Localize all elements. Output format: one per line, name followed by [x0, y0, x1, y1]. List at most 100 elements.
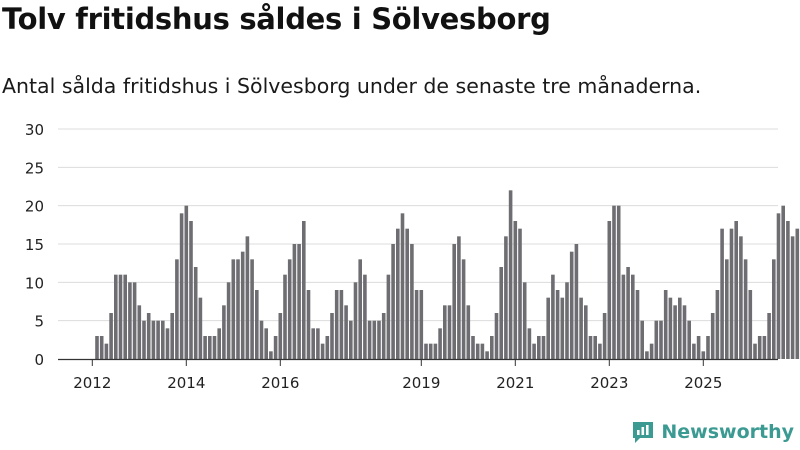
bar: [391, 244, 395, 359]
y-tick-label: 30: [25, 121, 44, 139]
y-tick-label: 20: [25, 198, 44, 216]
bar: [226, 282, 231, 359]
bar: [353, 282, 358, 359]
bar: [532, 343, 536, 359]
bar: [438, 328, 442, 359]
bar: [748, 290, 753, 359]
bar: [471, 336, 475, 359]
bar: [142, 320, 146, 359]
bar: [480, 343, 485, 359]
bar: [654, 320, 659, 359]
bar: [259, 320, 264, 359]
x-tick-label: 2025: [684, 374, 722, 392]
bar: [297, 244, 301, 359]
bar: [283, 274, 287, 359]
bar: [663, 290, 668, 359]
bar: [236, 259, 240, 359]
bar: [485, 351, 489, 359]
bar: [278, 313, 283, 359]
bar: [349, 320, 353, 359]
bar: [222, 305, 226, 359]
y-tick-label: 15: [25, 236, 44, 254]
bar: [161, 320, 165, 359]
bar: [522, 282, 527, 359]
bar: [245, 236, 250, 359]
bar: [311, 328, 315, 359]
bar: [725, 259, 729, 359]
bar: [114, 274, 118, 359]
bar: [306, 290, 311, 359]
bar: [175, 259, 179, 359]
bar: [682, 305, 687, 359]
bar: [396, 228, 400, 359]
chart-title: Tolv fritidshus såldes i Sölvesborg: [2, 2, 551, 36]
bar: [344, 305, 348, 359]
bar: [546, 297, 550, 359]
bar: [240, 251, 245, 359]
chart-subtitle: Antal sålda fritidshus i Sölvesborg unde…: [2, 74, 702, 98]
bar: [410, 244, 414, 359]
bar: [212, 336, 217, 359]
bar: [729, 228, 734, 359]
bar: [287, 259, 292, 359]
bar: [217, 328, 221, 359]
bar: [706, 336, 710, 359]
bar: [99, 336, 104, 359]
x-tick-label: 2016: [261, 374, 299, 392]
bar: [128, 282, 132, 359]
bar: [739, 236, 743, 359]
bar: [537, 336, 541, 359]
bar: [414, 290, 419, 359]
bar: [795, 228, 800, 359]
bar: [461, 259, 466, 359]
bar: [302, 221, 306, 359]
bar: [184, 205, 189, 359]
bar: [475, 343, 480, 359]
bar: [386, 274, 391, 359]
bar: [786, 221, 790, 359]
bar: [710, 313, 715, 359]
bar: [767, 313, 771, 359]
bar: [569, 251, 574, 359]
bar: [334, 290, 339, 359]
bar: [560, 297, 565, 359]
bar: [659, 320, 663, 359]
bar: [433, 343, 438, 359]
bar: [616, 205, 621, 359]
bar: [165, 328, 170, 359]
bar: [715, 290, 720, 359]
bar: [466, 305, 471, 359]
bar: [673, 305, 677, 359]
bar: [579, 297, 583, 359]
bar: [123, 274, 127, 359]
bar: [621, 274, 626, 359]
bar: [193, 267, 198, 359]
bar: [743, 259, 748, 359]
bar: [772, 259, 776, 359]
bar: [255, 290, 259, 359]
bar: [631, 274, 635, 359]
bar: [701, 351, 706, 359]
bar: [428, 343, 433, 359]
bar: [635, 290, 640, 359]
x-tick-label: 2021: [496, 374, 534, 392]
bar: [146, 313, 151, 359]
bar: [358, 259, 362, 359]
bar: [367, 320, 372, 359]
bar: [273, 336, 278, 359]
bar: [170, 313, 174, 359]
bar: [189, 221, 193, 359]
bar: [231, 259, 236, 359]
bar: [602, 313, 607, 359]
bar: [555, 290, 560, 359]
bar: [424, 343, 428, 359]
bar: [372, 320, 377, 359]
brand-name: Newsworthy: [661, 421, 794, 443]
bar: [208, 336, 212, 359]
bar: [574, 244, 579, 359]
bar: [518, 228, 522, 359]
bar: [203, 336, 207, 359]
bar: [541, 336, 546, 359]
y-tick-label: 5: [34, 313, 44, 331]
